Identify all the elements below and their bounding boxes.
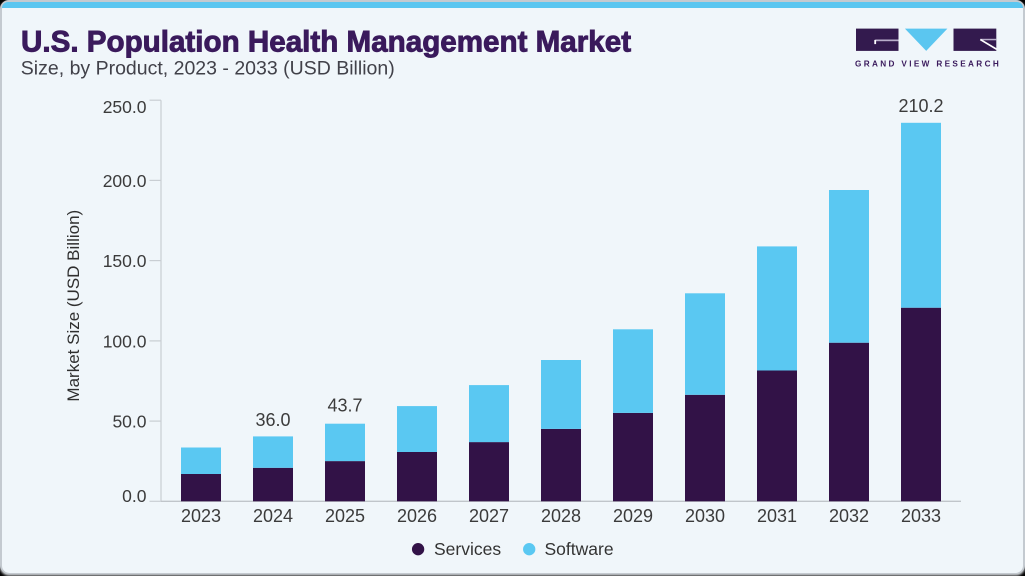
svg-text:2028: 2028 [541,506,581,526]
svg-text:2033: 2033 [901,506,941,526]
svg-text:36.0: 36.0 [255,410,290,430]
svg-text:2031: 2031 [757,506,797,526]
svg-text:2027: 2027 [469,506,509,526]
svg-text:210.2: 210.2 [898,96,943,116]
svg-text:2024: 2024 [253,506,293,526]
svg-text:2026: 2026 [397,506,437,526]
svg-text:Size, by Product, 2023 - 2033: Size, by Product, 2023 - 2033 (USD Billi… [21,57,395,79]
svg-text:Software: Software [545,539,614,559]
svg-text:200.0: 200.0 [103,171,147,191]
svg-text:0.0: 0.0 [122,486,147,506]
svg-text:2029: 2029 [613,506,653,526]
svg-text:100.0: 100.0 [103,331,147,351]
svg-text:50.0: 50.0 [112,412,146,432]
svg-text:Services: Services [434,539,501,559]
svg-text:GRAND VIEW RESEARCH: GRAND VIEW RESEARCH [855,60,1001,69]
svg-text:2023: 2023 [181,506,221,526]
svg-text:43.7: 43.7 [327,396,362,416]
svg-text:150.0: 150.0 [103,251,147,271]
svg-text:2032: 2032 [829,506,869,526]
svg-text:U.S. Population Health Managem: U.S. Population Health Management Market [21,25,631,58]
svg-text:Market Size (USD Billion): Market Size (USD Billion) [64,210,83,402]
svg-text:250.0: 250.0 [103,97,147,117]
svg-text:2025: 2025 [325,506,365,526]
svg-text:2030: 2030 [685,506,725,526]
